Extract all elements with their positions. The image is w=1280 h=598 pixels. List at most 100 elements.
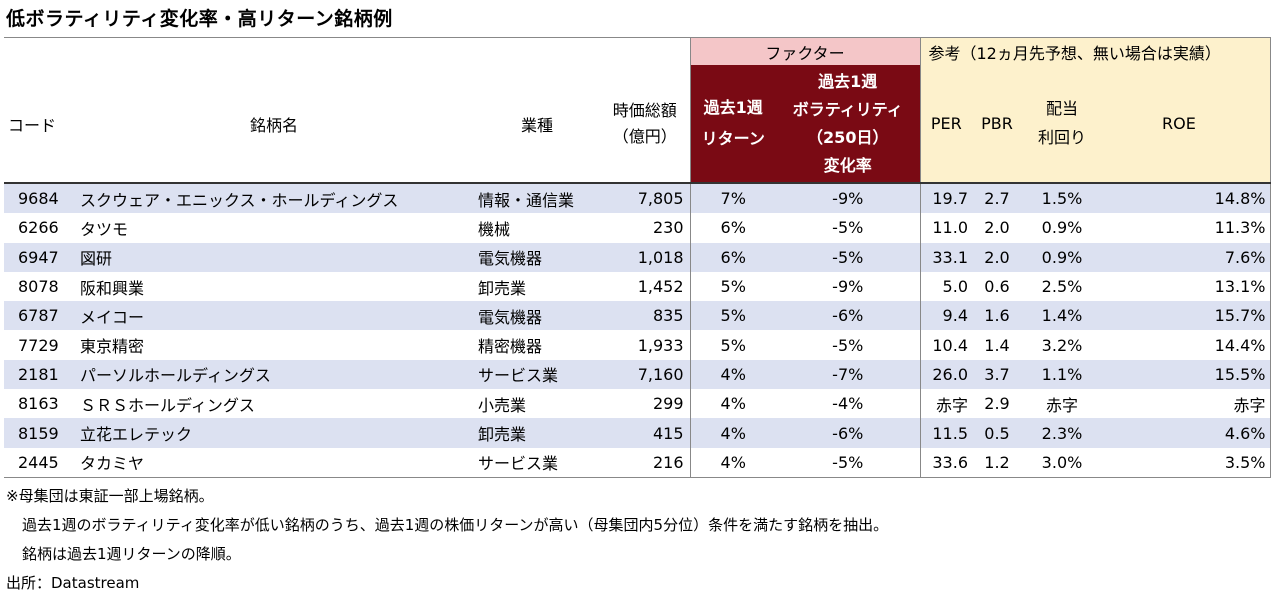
col-pbr: PBR [972, 65, 1022, 184]
footnotes: ※母集団は東証一部上場銘柄。 過去1週のボラティリティ変化率が低い銘柄のうち、過… [6, 482, 888, 598]
cell-roe: 4.6% [1102, 418, 1271, 448]
cell-per: 9.4 [920, 301, 972, 331]
cell-name: 図研 [74, 242, 474, 272]
cell-volatility-change: -5% [776, 242, 921, 272]
cell-per: 26.0 [920, 359, 972, 390]
cell-industry: 卸売業 [478, 278, 527, 298]
cell-volatility-change: -6% [776, 418, 921, 448]
cell-dividend-yield: 0.9% [1022, 242, 1102, 272]
col-market-cap: 時価総額 （億円） [600, 65, 690, 184]
table-row: 6787 メイコー 電気機器 835 5% -6% 9.4 1.6 1.4% 15.7% [4, 301, 1271, 331]
col-market-cap-line2: （億円） [612, 126, 677, 146]
table-row: 8078 阪和興業 卸売業 1,452 5% -9% 5.0 0.6 2.5% 13.1% [4, 271, 1271, 302]
cell-roe: 赤字 [1102, 389, 1271, 419]
table-row: 2181 パーソルホールディングス サービス業 7,160 4% -7% 26.0 3.7 1.… [4, 359, 1271, 390]
cell-name: スクウェア・エニックス・ホールディングス [74, 183, 474, 214]
cell-dividend-yield: 1.4% [1022, 301, 1102, 331]
cell-code: 6787 [4, 301, 74, 331]
cell-per: 11.5 [920, 418, 972, 448]
cell-return: 4% [689, 447, 776, 478]
cell-pbr: 2.9 [984, 394, 1010, 414]
cell-market-cap: 299 [652, 394, 684, 414]
cell-pbr: 3.7 [972, 359, 1022, 390]
cell-industry: 電気機器 [474, 242, 600, 272]
cell-name: パーソルホールディングス [74, 359, 474, 390]
col-vol-line1: 過去1週 [818, 71, 878, 91]
page-title: 低ボラティリティ変化率・高リターン銘柄例 [6, 8, 393, 30]
cell-dividend-yield: 3.0% [1022, 447, 1102, 478]
cell-pbr: 1.2 [972, 447, 1022, 478]
cell-return: 6% [689, 213, 776, 243]
cell-dividend-yield: 0.9% [1041, 218, 1083, 238]
cell-return: 5% [689, 330, 776, 360]
factor-group-header: ファクター [689, 37, 921, 65]
col-industry: 業種 [474, 65, 600, 184]
cell-roe: 13.1% [1102, 271, 1271, 302]
cell-industry: サービス業 [474, 359, 600, 390]
table-row: 6266 タツモ 機械 230 6% -5% 11.0 2.0 0.9% 11.3% [4, 213, 1271, 243]
cell-pbr: 2.0 [984, 218, 1010, 238]
cell-market-cap: 7,160 [600, 359, 690, 390]
cell-dividend-yield: 赤字 [1045, 395, 1078, 415]
cell-dividend-yield: 2.5% [1041, 277, 1083, 297]
cell-market-cap: 1,018 [600, 242, 690, 272]
cell-code: 2181 [4, 359, 74, 390]
cell-per: 赤字 [935, 395, 968, 415]
cell-name: タツモ [80, 219, 129, 239]
cell-return: 6% [689, 242, 776, 272]
cell-pbr: 1.6 [972, 301, 1022, 331]
cell-volatility-change: -7% [776, 359, 921, 390]
cell-per: 10.4 [932, 335, 968, 355]
cell-name: タカミヤ [74, 447, 474, 478]
note-universe: ※母集団は東証一部上場銘柄。 [6, 487, 214, 505]
cell-per: 5.0 [942, 277, 968, 297]
col-return: 過去1週 リターン [689, 65, 776, 184]
cell-dividend-yield: 2.3% [1022, 418, 1102, 448]
table-row: 8159 立花エレテック 卸売業 415 4% -6% 11.5 0.5 2.3% 4.6% [4, 418, 1271, 448]
cell-pbr: 1.4 [984, 335, 1010, 355]
reference-group-header: 参考（12ヵ月先予想、無い場合は実績） [920, 37, 1271, 65]
cell-return: 7% [689, 183, 776, 214]
cell-name: ＳＲＳホールディングス [80, 395, 255, 415]
cell-roe: 15.7% [1102, 301, 1271, 331]
col-div-line2: 利回り [1037, 127, 1086, 147]
cell-volatility-change: -5% [776, 213, 921, 243]
cell-volatility-change: -9% [776, 271, 921, 302]
cell-code: 8163 [18, 394, 59, 414]
stock-table: ファクター 参考（12ヵ月先予想、無い場合は実績） コード 銘柄名 業種 時価総… [4, 37, 1271, 478]
cell-market-cap: 415 [600, 418, 690, 448]
cell-industry: サービス業 [474, 447, 600, 478]
cell-dividend-yield: 1.5% [1022, 183, 1102, 214]
note-order: 銘柄は過去1週リターンの降順。 [22, 545, 241, 563]
cell-volatility-change: -6% [776, 301, 921, 331]
col-div-line1: 配当 [1045, 98, 1078, 118]
cell-roe: 11.3% [1102, 213, 1271, 243]
cell-pbr: 2.7 [972, 183, 1022, 214]
cell-market-cap: 230 [652, 218, 684, 238]
cell-pbr: 0.6 [984, 277, 1010, 297]
cell-dividend-yield: 3.2% [1041, 335, 1083, 355]
cell-per: 33.6 [920, 447, 972, 478]
note-source: 出所：Datastream [6, 574, 140, 592]
cell-industry: 小売業 [478, 395, 527, 415]
col-code: コード [4, 65, 74, 184]
cell-return: 5% [689, 271, 776, 302]
cell-volatility-change: -9% [776, 183, 921, 214]
cell-volatility-change: -5% [776, 330, 921, 360]
col-dividend-yield: 配当 利回り [1022, 65, 1102, 184]
table-row: 2445 タカミヤ サービス業 216 4% -5% 33.6 1.2 3.0% 3.5% [4, 447, 1271, 478]
cell-roe: 14.8% [1102, 183, 1271, 214]
cell-name: 立花エレテック [74, 418, 474, 448]
cell-code: 8078 [18, 277, 59, 297]
cell-roe: 15.5% [1102, 359, 1271, 390]
cell-return: 4% [689, 359, 776, 390]
cell-industry: 情報・通信業 [474, 183, 600, 214]
cell-code: 6266 [18, 218, 59, 238]
cell-name: 阪和興業 [80, 278, 145, 298]
cell-industry: 機械 [478, 219, 511, 239]
cell-roe: 3.5% [1102, 447, 1271, 478]
table-row: 8163 ＳＲＳホールディングス 小売業 299 4% -4% 赤字 2.9 赤字 赤字 [4, 389, 1271, 419]
cell-code: 6947 [4, 242, 74, 272]
col-vol-line2: ボラティリティ [792, 99, 903, 119]
cell-pbr: 0.5 [972, 418, 1022, 448]
